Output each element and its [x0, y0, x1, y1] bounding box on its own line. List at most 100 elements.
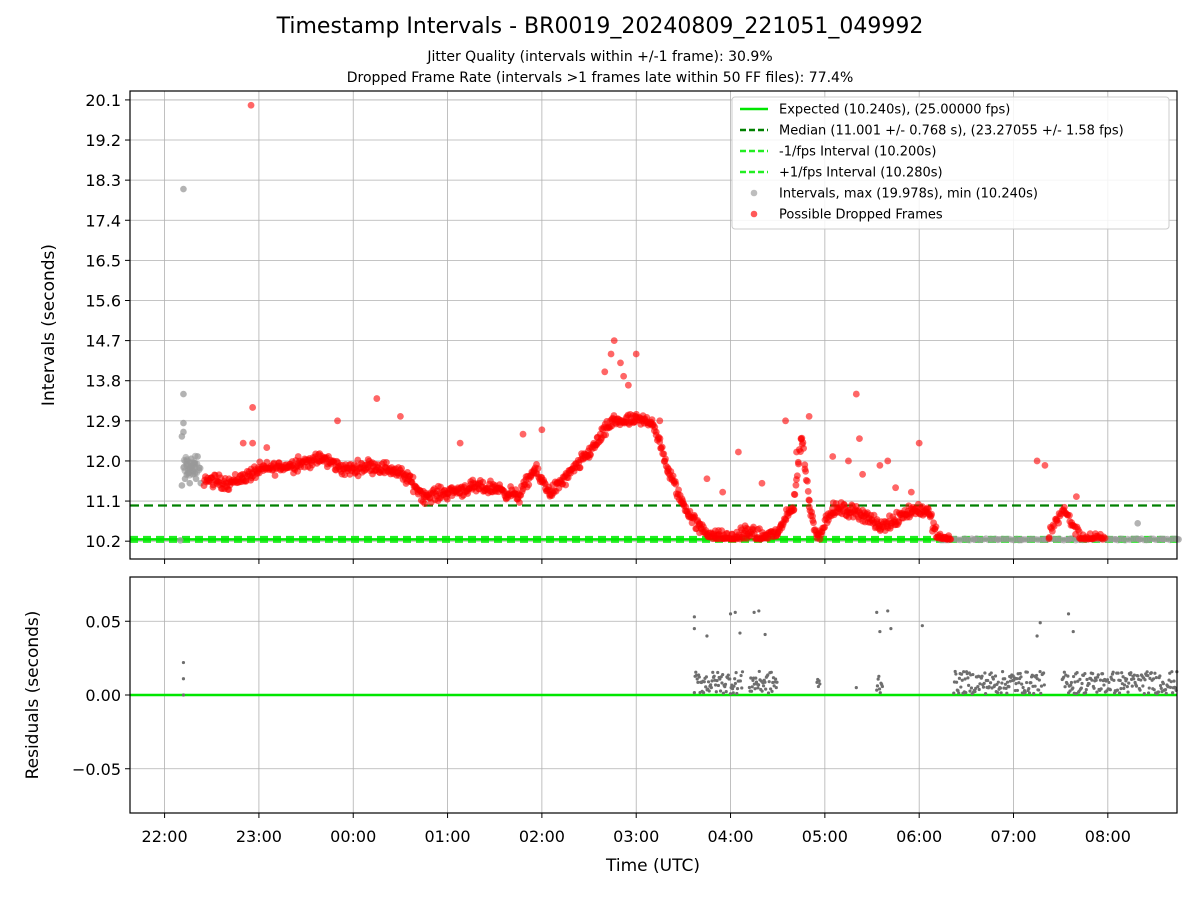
residual-point — [1018, 671, 1022, 676]
residual-point — [1015, 688, 1020, 693]
dropped-frame-point — [686, 507, 694, 515]
interval-point — [180, 428, 187, 436]
residual-point — [1134, 684, 1139, 688]
legend-label: Expected (10.240s), (25.00000 fps) — [779, 103, 1010, 118]
residual-point — [1152, 688, 1156, 692]
residual-point — [1141, 684, 1145, 688]
residual-point — [1149, 671, 1153, 675]
residual-point — [1083, 672, 1087, 676]
residual-point — [1032, 691, 1036, 696]
residual-point — [716, 683, 721, 688]
residual-point — [1169, 680, 1173, 684]
legend-label: Median (11.001 +/- 0.768 s), (23.27055 +… — [779, 124, 1124, 139]
dropped-frame-point — [876, 462, 884, 469]
residual-point — [774, 685, 778, 690]
residual-point — [1098, 678, 1103, 682]
residual-point — [1023, 690, 1027, 694]
dropped-frame-point — [799, 439, 807, 446]
residual-point — [969, 686, 974, 690]
residual-point — [952, 691, 956, 695]
residual-point — [1096, 673, 1100, 677]
dropped-frame-point — [239, 439, 247, 447]
residual-point — [1092, 686, 1096, 690]
dropped-frame-point — [845, 457, 852, 465]
residual-point — [1005, 691, 1009, 695]
legend: Expected (10.240s), (25.00000 fps) Median… — [731, 96, 1170, 230]
residual-point — [1007, 685, 1011, 689]
residual-point — [732, 684, 736, 688]
dropped-frame-point — [859, 470, 866, 478]
dropped-frame-point — [519, 430, 527, 438]
residual-point — [877, 687, 882, 691]
x-tick-label: 22:00 — [142, 827, 188, 846]
interval-point — [180, 456, 188, 464]
dropped-frame-point — [643, 414, 651, 421]
dropped-frame-point — [516, 499, 523, 506]
residual-point — [1116, 671, 1120, 675]
residual-point — [1147, 686, 1151, 690]
residual-point — [954, 680, 959, 684]
residual-point — [996, 680, 1000, 684]
dropped-frame-point — [884, 457, 892, 465]
residual-point — [728, 677, 732, 681]
residual-point — [761, 684, 766, 688]
residual-point — [718, 689, 723, 693]
intervals-y-tick-label: 10.2 — [85, 532, 121, 551]
dropped-frame-point — [915, 439, 923, 447]
residual-point — [1062, 670, 1066, 674]
dropped-frame-point — [525, 481, 533, 489]
dropped-frame-point — [734, 448, 742, 456]
residual-point — [181, 660, 186, 665]
residual-point — [760, 689, 764, 693]
dropped-frame-point — [652, 428, 660, 436]
dropped-frame-point — [620, 372, 628, 380]
residual-point — [1122, 686, 1126, 691]
dropped-frame-point — [373, 395, 381, 402]
dropped-frame-point — [947, 535, 955, 543]
dropped-frame-point — [538, 426, 546, 434]
intervals-y-label: Intervals (seconds) — [39, 244, 59, 406]
residual-point — [1068, 689, 1072, 693]
interval-point — [1134, 520, 1141, 527]
residual-point — [697, 675, 701, 679]
residual-point — [749, 689, 754, 693]
residual-point — [1066, 674, 1070, 678]
residual-point — [1038, 621, 1042, 625]
legend-label: -1/fps Interval (10.200s) — [779, 145, 936, 160]
residual-point — [1025, 670, 1029, 674]
residuals-y-axis: 0.05 0.00 −0.05 — [72, 612, 130, 779]
residual-point — [954, 672, 958, 676]
residual-point — [1042, 683, 1046, 687]
residual-point — [731, 691, 735, 695]
residual-point — [1003, 677, 1007, 681]
residual-point — [1069, 680, 1074, 685]
residual-point — [1034, 673, 1039, 678]
residual-point — [920, 624, 924, 628]
residual-point — [711, 670, 715, 674]
dropped-frame-point — [249, 404, 257, 411]
residual-point — [757, 609, 761, 613]
residual-point — [1066, 612, 1071, 616]
residual-point — [712, 674, 716, 678]
residual-point — [715, 678, 719, 683]
residual-point — [1015, 677, 1019, 681]
residual-point — [735, 691, 739, 696]
dropped-frame-point — [1041, 462, 1049, 469]
residual-point — [875, 610, 879, 615]
residual-point — [1112, 678, 1116, 682]
residual-point — [1154, 675, 1158, 680]
dropped-frame-point — [1060, 503, 1068, 511]
residual-point — [728, 612, 733, 616]
residual-point — [766, 673, 770, 677]
residual-point — [733, 677, 737, 681]
interval-point — [187, 464, 195, 471]
residual-point — [1145, 670, 1149, 674]
residual-point — [875, 688, 879, 692]
residual-point — [978, 682, 982, 686]
x-tick-label: 05:00 — [802, 827, 848, 846]
residual-point — [716, 670, 720, 675]
dropped-frame-point — [805, 412, 813, 420]
residual-point — [962, 670, 966, 674]
dropped-frame-point — [587, 451, 594, 459]
dropped-frame-point — [617, 359, 624, 367]
